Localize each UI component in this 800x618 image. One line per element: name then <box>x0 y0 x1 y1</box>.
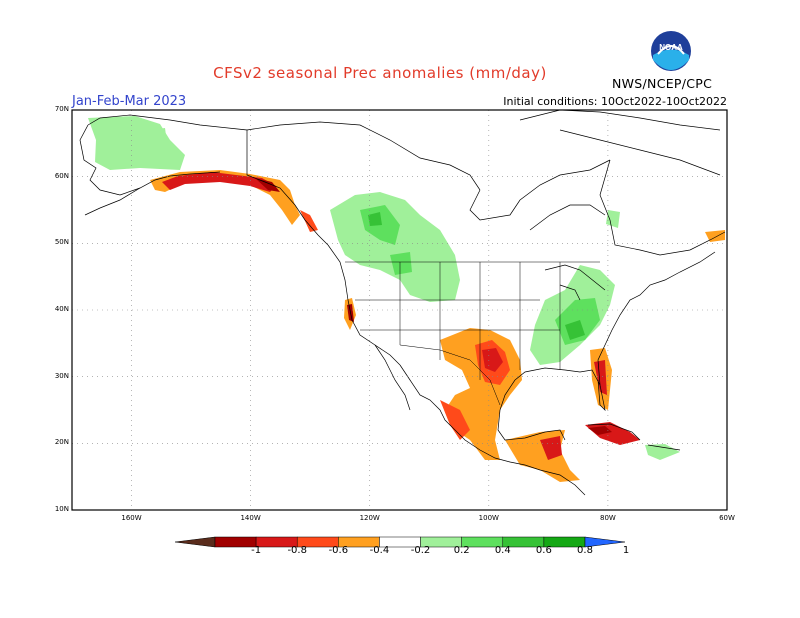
svg-text:NOAA: NOAA <box>659 43 683 52</box>
colorbar-label: 1 <box>622 545 630 556</box>
colorbar-label: 0.4 <box>494 545 511 556</box>
lat-label: 20N <box>54 438 69 447</box>
lat-label: 10N <box>54 505 69 513</box>
colorbar-arrow-low <box>174 536 216 548</box>
colorbar-label: 0.2 <box>453 545 470 556</box>
forecast-period: Jan-Feb-Mar 2023 <box>72 94 187 109</box>
lon-label: 80W <box>599 514 616 522</box>
colorbar-label: 0.8 <box>577 545 593 556</box>
coastlines <box>79 109 726 496</box>
lat-label: 50N <box>54 238 69 247</box>
initial-conditions: Initial conditions: 10Oct2022-10Oct2022 <box>503 95 727 108</box>
color-legend <box>174 536 626 548</box>
lon-label: 160W <box>121 514 142 522</box>
lon-label: 140W <box>240 514 261 522</box>
lon-label: 60W <box>719 514 735 522</box>
lon-label: 100W <box>478 514 499 522</box>
colorbar-label: -1 <box>251 545 262 556</box>
colorbar-label: -0.6 <box>328 545 349 556</box>
lat-label: 70N <box>54 105 69 113</box>
agency-label: NWS/NCEP/CPC <box>612 76 713 91</box>
lon-label: 120W <box>359 514 380 522</box>
colorbar-label: 0.6 <box>535 545 552 556</box>
lat-label: 60N <box>54 171 69 180</box>
lat-label: 30N <box>54 371 69 380</box>
lat-label: 40N <box>54 305 69 313</box>
colorbar-label: -0.8 <box>287 545 307 556</box>
colorbar-arrow-high <box>584 536 626 548</box>
political-borders <box>345 261 600 406</box>
map-title: CFSv2 seasonal Prec anomalies (mm/day) <box>213 64 547 82</box>
noaa-logo-icon: NOAA <box>651 31 691 71</box>
colorbar-label: -0.2 <box>410 545 431 556</box>
anomaly-shading <box>88 116 725 482</box>
map-border <box>71 109 728 511</box>
colorbar-label: -0.4 <box>369 545 390 556</box>
